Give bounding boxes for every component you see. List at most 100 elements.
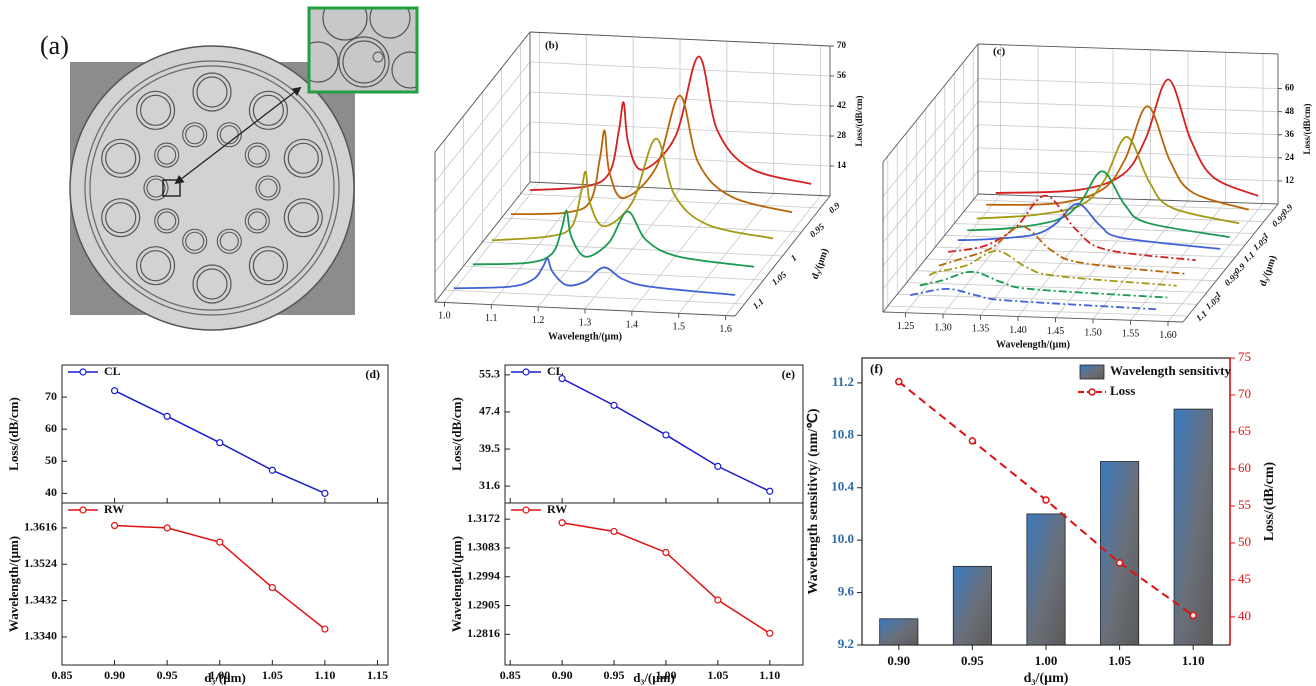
data-point [164, 525, 170, 531]
bar [880, 619, 918, 645]
air-hole [102, 199, 140, 237]
air-hole [284, 139, 322, 177]
data-point [767, 488, 773, 494]
z-tick-label: 12 [1285, 175, 1295, 185]
x-tick-label: 1.40 [1009, 325, 1027, 336]
x-tick-label: 1.10 [1182, 653, 1205, 668]
spectrum-line [511, 96, 792, 215]
x-tick-label: 1.55 [1122, 329, 1140, 340]
plot-frame [62, 365, 388, 503]
y-axis-label: d₃/(μm) [1258, 254, 1279, 288]
legend-marker [523, 369, 529, 375]
air-hole [284, 199, 322, 237]
air-hole [193, 73, 231, 111]
x-tick-label: 0.90 [104, 668, 125, 682]
z-tick-label: 36 [1285, 129, 1295, 139]
panel-label: (b) [545, 40, 559, 52]
legend-label: Loss [1110, 383, 1135, 398]
z-tick-label: 28 [837, 130, 847, 140]
axis-line [883, 312, 1183, 322]
legend-swatch [1080, 365, 1104, 379]
y2-tick-label: 55 [1238, 497, 1251, 512]
legend-marker [80, 507, 86, 513]
data-point [164, 413, 170, 419]
data-line [562, 523, 770, 634]
depth-grid-line [916, 271, 1216, 281]
y-tick-label: 11.2 [832, 374, 854, 389]
y-tick-label: 50 [45, 453, 57, 467]
y-tick-label: 60 [45, 421, 57, 435]
x-tick-label: 1.0 [438, 311, 451, 322]
y-tick-label: 31.6 [479, 478, 500, 492]
panel-label: (f) [870, 361, 883, 376]
data-point [767, 630, 773, 636]
x-axis-label: d₃/(μm) [204, 670, 246, 685]
air-hole [249, 91, 287, 129]
y2-tick-label: 65 [1238, 423, 1251, 438]
y-tick-label: 10.4 [831, 479, 854, 494]
x-tick-label: 1.4 [626, 319, 639, 330]
y-tick-label: 39.5 [479, 441, 500, 455]
x-tick-label: 1.30 [934, 322, 952, 333]
y-tick-label: 1.3083 [467, 540, 500, 554]
x-tick-label: 1.35 [972, 324, 990, 335]
y2-tick-label: 70 [1238, 386, 1251, 401]
y2-tick-label: 45 [1238, 571, 1251, 586]
x-tick-label: 1.45 [1047, 326, 1065, 337]
data-point [1190, 612, 1196, 618]
legend-label: CL [104, 364, 121, 378]
x-tick-label: 1.1 [485, 313, 498, 324]
air-hole [256, 176, 280, 200]
axis-line [978, 194, 1278, 204]
grid-line [978, 171, 1278, 181]
data-point [663, 432, 669, 438]
x-tick-label: 1.60 [1159, 330, 1177, 341]
legend-label: RW [104, 502, 124, 516]
panel-label: (c) [993, 46, 1006, 58]
x-tick-label: 1.10 [314, 668, 335, 682]
x-tick-label: 0.85 [52, 668, 73, 682]
data-point [269, 585, 275, 591]
axis-line [435, 302, 735, 316]
y2-axis-label: Loss/(dB/cm) [1262, 461, 1277, 541]
depth-grid-line [502, 218, 802, 232]
z-tick-label: 14 [837, 160, 847, 170]
air-hole [217, 229, 241, 253]
legend-label: CL [547, 364, 564, 378]
legend-marker [1089, 389, 1095, 395]
x-axis-label: Wavelength/(μm) [996, 339, 1070, 350]
legend-marker [80, 369, 86, 375]
bar [953, 566, 991, 645]
x-tick-label: 0.85 [500, 668, 521, 682]
y2-tick-label: 50 [1238, 534, 1251, 549]
z-tick-label: 24 [1285, 152, 1295, 162]
data-point [611, 402, 617, 408]
y2-tick-label: 40 [1238, 608, 1251, 623]
x-tick-label: 1.05 [262, 668, 283, 682]
z-axis-label: Loss/(dB/cm) [1302, 103, 1312, 154]
x-tick-label: 0.95 [157, 668, 178, 682]
y-tick-label: 47.4 [479, 404, 500, 418]
x-axis-label: Wavelength/(μm) [548, 331, 622, 342]
air-hole [245, 209, 269, 233]
legend-marker [523, 507, 529, 513]
grid-line [978, 102, 1278, 112]
x-tick-label: 1.50 [1084, 327, 1102, 338]
panel-label: (a) [40, 31, 69, 60]
air-hole [183, 123, 207, 147]
y-tick-label: 1.2816 [467, 626, 500, 640]
y-tick-label: 70 [45, 389, 57, 403]
air-hole [137, 91, 175, 129]
y-tick-label: 55.3 [479, 367, 500, 381]
spectrum-line [530, 57, 811, 191]
x-tick-label: 1.5 [673, 322, 686, 333]
data-point [322, 626, 328, 632]
air-hole [183, 229, 207, 253]
depth-grid-line [888, 306, 1188, 316]
legend-label: RW [547, 502, 567, 516]
bar [1174, 409, 1212, 645]
data-point [112, 388, 118, 394]
y-axis-label: Loss/(dB/cm) [6, 397, 21, 471]
data-point [112, 523, 118, 529]
axis-line [978, 44, 1278, 54]
